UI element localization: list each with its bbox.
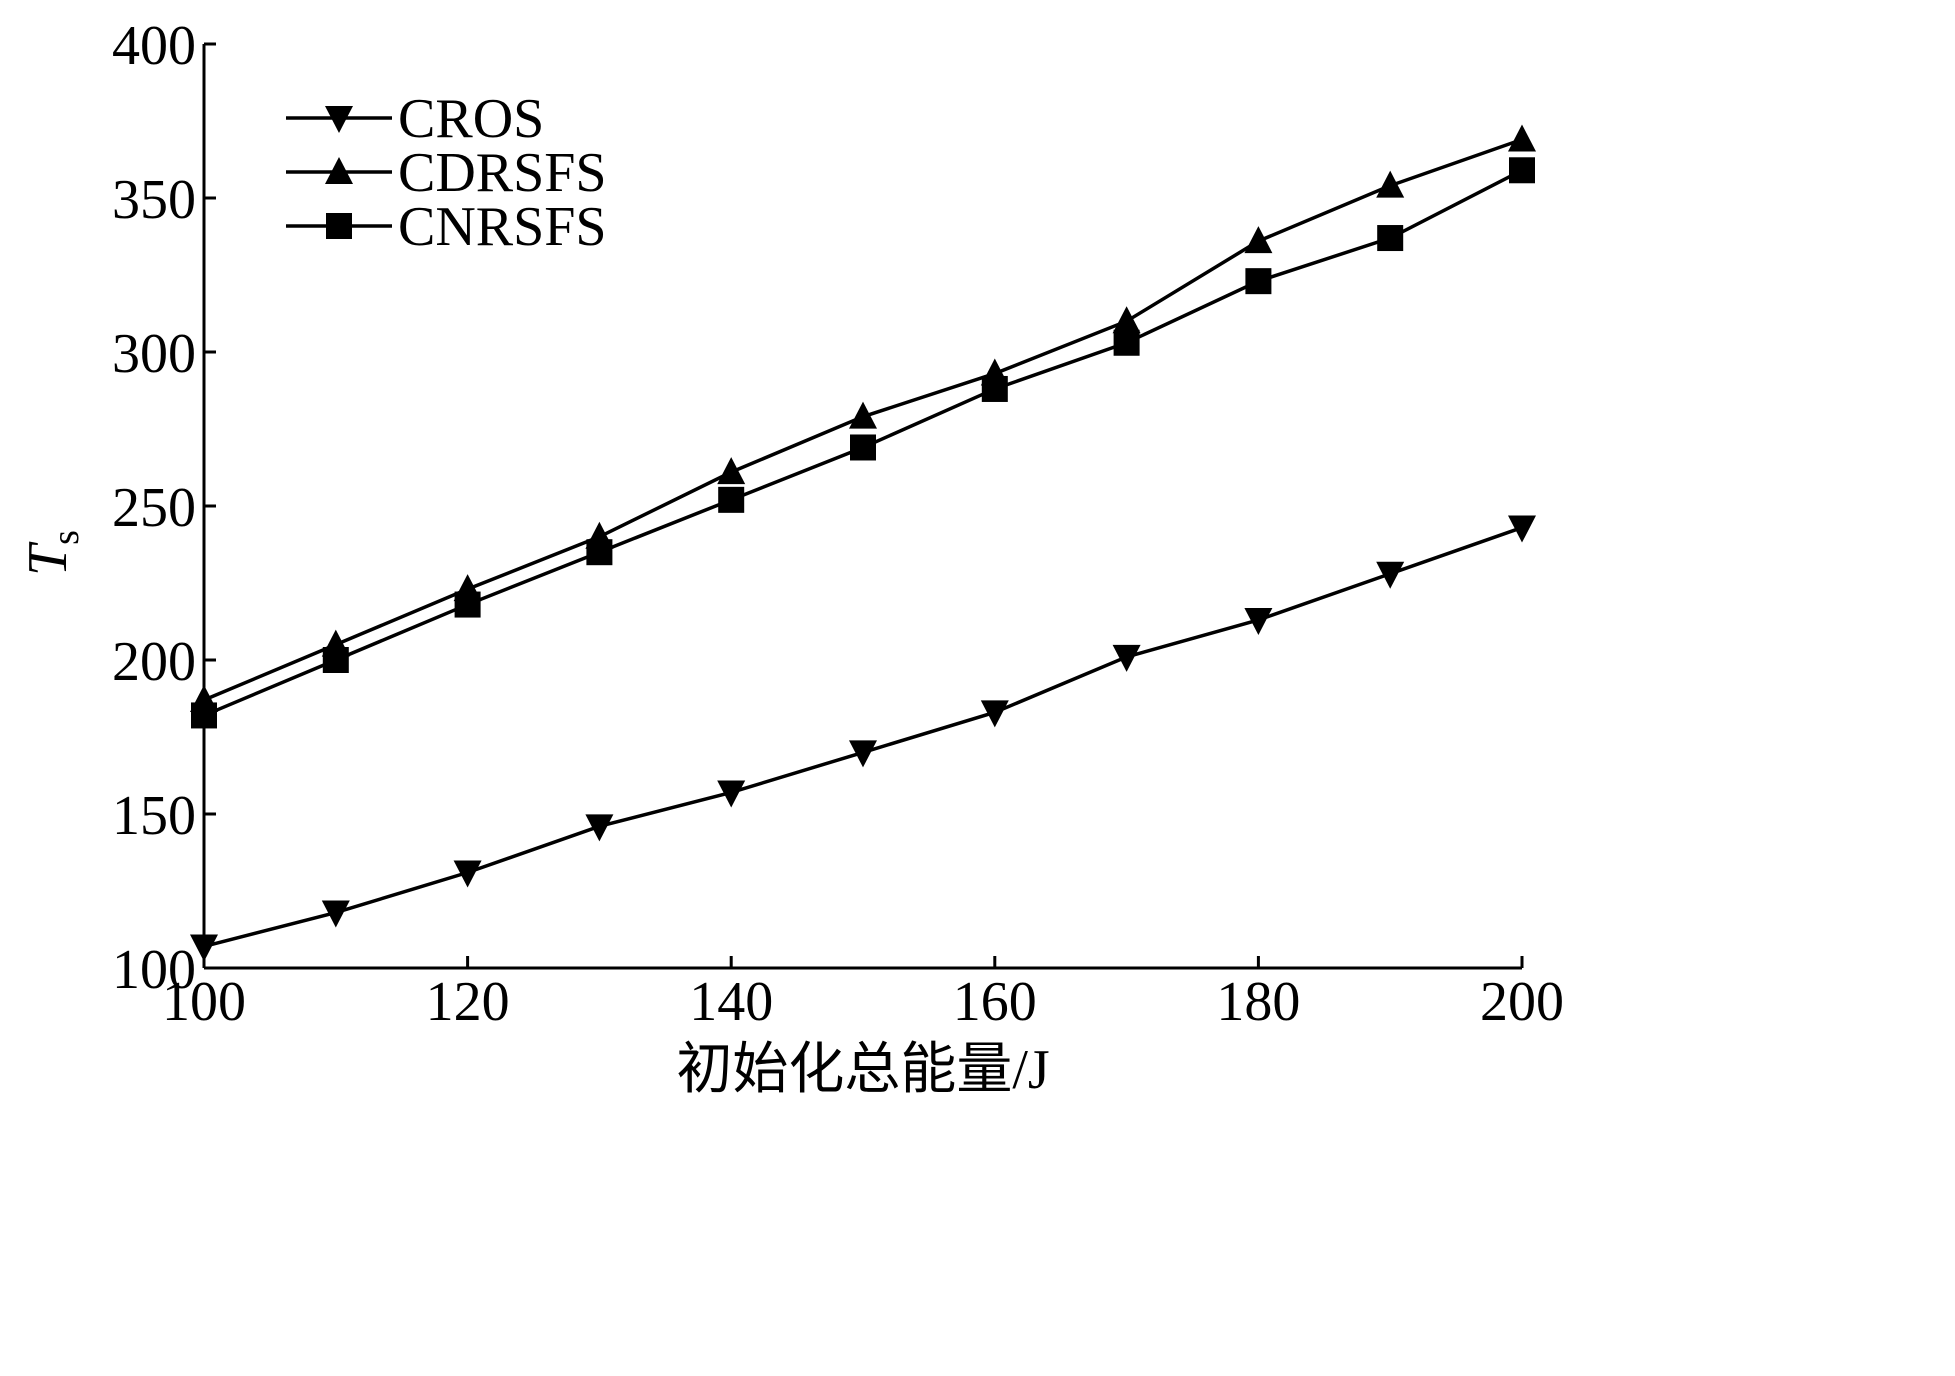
data-point-cnrsfs xyxy=(454,591,481,618)
data-point-cros xyxy=(585,814,614,842)
legend-label-cdrsfs: CDRSFS xyxy=(398,142,607,204)
y-axis-title: Ts xyxy=(17,530,87,576)
data-point-cnrsfs xyxy=(1113,329,1140,356)
x-tick-label: 180 xyxy=(1216,971,1300,1033)
series-cros xyxy=(190,515,1536,962)
y-tick-label: 350 xyxy=(112,169,196,231)
y-axis-title-main: T xyxy=(17,541,79,576)
legend-item-cdrsfs: CDRSFS xyxy=(286,142,607,204)
data-point-cnrsfs xyxy=(981,375,1008,402)
data-point-cros xyxy=(453,860,482,888)
series-lines xyxy=(190,124,1536,962)
data-point-cnrsfs xyxy=(322,647,349,673)
legend-marker-cdrsfs xyxy=(325,157,353,184)
data-point-cros xyxy=(321,900,350,928)
data-point-cros xyxy=(190,934,218,962)
series-line-cros xyxy=(203,525,1523,949)
x-tick-label: 100 xyxy=(162,971,246,1033)
x-tick-label: 140 xyxy=(689,971,773,1033)
data-point-cros xyxy=(1376,561,1405,589)
legend-marker-cros xyxy=(325,106,353,133)
data-point-cros xyxy=(717,780,746,808)
y-tick-label: 150 xyxy=(112,785,196,847)
legend-label-cros: CROS xyxy=(398,88,544,150)
y-axis-title-sub: s xyxy=(45,530,87,545)
legend-item-cros: CROS xyxy=(286,88,544,150)
data-point-cnrsfs xyxy=(1509,157,1535,184)
data-point-cros xyxy=(1112,644,1141,672)
x-axis-title: 初始化总能量/J xyxy=(676,1039,1049,1098)
data-point-cnrsfs xyxy=(1377,225,1404,252)
x-tick-label: 120 xyxy=(426,971,510,1033)
data-point-cros xyxy=(1508,515,1536,543)
data-point-cros xyxy=(1244,607,1273,635)
y-tick-label: 200 xyxy=(112,631,196,693)
data-point-cdrsfs xyxy=(1244,226,1273,254)
line-chart: 100 150 200 250 300 350 400 100 120 140 160 180 200 … xyxy=(17,15,1564,1101)
series-cnrsfs xyxy=(191,157,1535,729)
data-point-cnrsfs xyxy=(1245,268,1272,295)
data-point-cros xyxy=(980,700,1009,728)
legend-marker-cnrsfs xyxy=(326,213,352,239)
data-point-cdrsfs xyxy=(717,457,746,485)
data-point-cnrsfs xyxy=(850,434,876,461)
series-cdrsfs xyxy=(190,124,1536,713)
y-tick-label: 300 xyxy=(112,323,196,385)
data-point-cdrsfs xyxy=(1508,124,1536,152)
data-point-cnrsfs xyxy=(586,539,613,566)
legend-label-cnrsfs: CNRSFS xyxy=(398,196,607,258)
x-tick-label: 200 xyxy=(1480,971,1564,1033)
axis-ticks: 100 150 200 250 300 350 400 100 120 140 160 180 200 xyxy=(112,15,1564,1033)
data-point-cdrsfs xyxy=(1376,170,1405,198)
y-tick-label: 250 xyxy=(112,477,196,539)
data-point-cros xyxy=(849,740,877,768)
y-tick-label: 400 xyxy=(112,15,196,77)
y-tick-label: 100 xyxy=(112,939,196,1001)
data-point-cnrsfs xyxy=(718,486,745,513)
data-point-cdrsfs xyxy=(849,401,877,429)
x-tick-label: 160 xyxy=(953,971,1037,1033)
legend-item-cnrsfs: CNRSFS xyxy=(286,196,607,258)
data-point-cnrsfs xyxy=(191,702,217,729)
data-point-cdrsfs xyxy=(1112,306,1141,334)
